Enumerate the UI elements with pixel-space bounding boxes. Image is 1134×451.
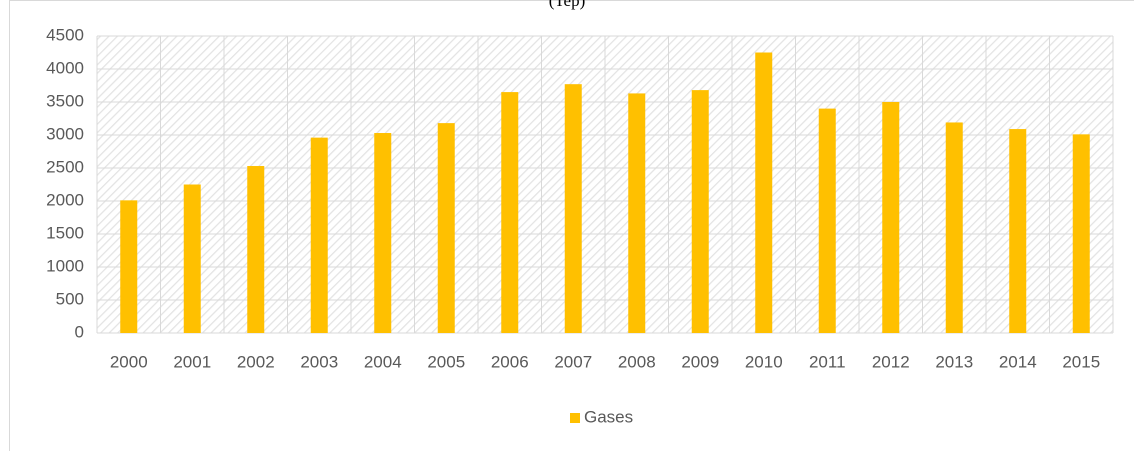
bar — [501, 92, 519, 333]
x-tick-label: 2002 — [237, 352, 275, 371]
bar — [755, 52, 773, 333]
x-tick-label: 2012 — [872, 352, 910, 371]
legend-swatch — [570, 413, 580, 423]
x-tick-label: 2013 — [935, 352, 973, 371]
y-tick-label: 500 — [56, 289, 84, 308]
x-tick-label: 2006 — [491, 352, 529, 371]
x-tick-label: 2007 — [554, 352, 592, 371]
bar — [437, 123, 455, 334]
x-tick-label: 2003 — [300, 352, 338, 371]
y-tick-label: 1000 — [46, 256, 84, 275]
y-tick-label: 2000 — [46, 190, 84, 209]
bar — [120, 200, 138, 333]
bar — [247, 166, 265, 333]
x-tick-label: 2004 — [364, 352, 402, 371]
chart-title: (Tep) — [549, 0, 586, 10]
bar — [945, 122, 963, 334]
bar — [564, 84, 582, 334]
x-tick-label: 2000 — [110, 352, 148, 371]
bar — [818, 108, 836, 333]
y-tick-label: 2500 — [46, 157, 84, 176]
bar — [628, 93, 646, 333]
bar — [1009, 129, 1027, 333]
x-tick-label: 2014 — [999, 352, 1037, 371]
x-tick-label: 2001 — [173, 352, 211, 371]
y-tick-label: 4000 — [46, 58, 84, 77]
bar — [882, 102, 900, 333]
x-tick-label: 2010 — [745, 352, 783, 371]
y-tick-label: 3500 — [46, 91, 84, 110]
x-tick-label: 2008 — [618, 352, 656, 371]
y-tick-label: 1500 — [46, 223, 84, 242]
y-tick-label: 0 — [75, 322, 84, 341]
bar — [1072, 134, 1090, 333]
bar — [374, 133, 392, 333]
legend-label: Gases — [584, 407, 633, 426]
bar — [310, 137, 328, 333]
y-tick-label: 3000 — [46, 124, 84, 143]
x-tick-label: 2005 — [427, 352, 465, 371]
x-tick-label: 2011 — [809, 352, 846, 371]
y-tick-label: 4500 — [46, 25, 84, 44]
x-tick-label: 2009 — [681, 352, 719, 371]
x-tick-label: 2015 — [1062, 352, 1100, 371]
bar — [183, 184, 201, 333]
bar — [691, 90, 709, 334]
